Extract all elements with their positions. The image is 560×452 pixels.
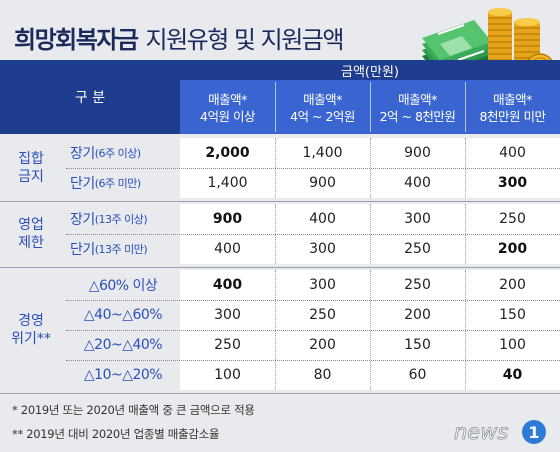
title-regular: 지원유형 및 지원금액 <box>145 26 344 54</box>
value-cell: 400 <box>214 241 241 257</box>
value-cell: 250 <box>214 337 241 353</box>
value-cell: 200 <box>497 241 528 257</box>
value-cell: 250 <box>404 277 431 293</box>
value-cell: 900 <box>404 145 431 161</box>
value-cell: 1,400 <box>302 145 343 161</box>
table-row: △10~△20% 100 80 60 40 <box>0 360 560 390</box>
group-divider <box>0 267 560 268</box>
header-col-2: 매출액* 4억 ~ 2억원 <box>290 92 355 124</box>
table-row: 장기 (13주 이상) 900 400 300 250 <box>0 204 560 234</box>
table-row: △60% 이상 400 300 250 200 <box>0 270 560 300</box>
row-divider <box>66 360 560 361</box>
footnote-2: ** 2019년 대비 2020년 업종별 매출감소율 <box>12 427 220 441</box>
value-cell: 400 <box>499 145 526 161</box>
value-cell: 250 <box>499 211 526 227</box>
row-label: 장기 (6주 이상) <box>70 146 141 162</box>
value-cell: 300 <box>404 211 431 227</box>
row-divider <box>66 168 560 169</box>
value-cell: 400 <box>212 277 243 293</box>
row-divider <box>66 330 560 331</box>
table-row: 단기 (13주 미만) 400 300 250 200 <box>0 234 560 264</box>
header-amount: 금액(만원) <box>341 64 399 80</box>
row-label: 장기 (13주 이상) <box>70 212 148 228</box>
group-label: 경영 위기** <box>11 313 51 347</box>
column-divider <box>370 204 371 264</box>
value-cell: 400 <box>404 175 431 191</box>
header-col-1: 매출액* 4억원 이상 <box>200 92 255 124</box>
page-title: 희망회복자금 지원유형 및 지원금액 <box>14 20 344 60</box>
column-divider <box>465 138 466 198</box>
value-cell: 250 <box>309 307 336 323</box>
table-row: △20~△40% 250 200 150 100 <box>0 330 560 360</box>
table-row: 장기 (6주 이상) 2,000 1,400 900 400 <box>0 138 560 168</box>
table-row: 단기 (6주 미만) 1,400 900 400 300 <box>0 168 560 198</box>
value-cell: 40 <box>502 367 523 383</box>
value-cell: 80 <box>313 367 332 383</box>
row-label: △60% 이상 <box>88 278 158 294</box>
value-cell: 300 <box>214 307 241 323</box>
header-category: 구 분 <box>74 90 106 106</box>
value-cell: 200 <box>404 307 431 323</box>
value-cell: 150 <box>404 337 431 353</box>
row-divider <box>66 234 560 235</box>
group-label: 영업 제한 <box>18 217 44 251</box>
value-cell: 250 <box>404 241 431 257</box>
column-divider <box>275 270 276 390</box>
value-cell: 300 <box>309 241 336 257</box>
group-divider <box>0 201 560 202</box>
row-label: △10~△20% <box>83 367 163 383</box>
news1-logo: news 1 <box>454 420 546 444</box>
column-divider <box>465 204 466 264</box>
value-cell: 100 <box>499 337 526 353</box>
value-cell: 150 <box>499 307 526 323</box>
column-divider <box>275 138 276 198</box>
group-label: 집합 금지 <box>18 151 44 185</box>
value-cell: 1,400 <box>207 175 248 191</box>
column-divider <box>370 138 371 198</box>
row-label: 단기 (13주 미만) <box>70 242 148 258</box>
table-row: △40~△60% 300 250 200 150 <box>0 300 560 330</box>
group-divider <box>0 393 560 394</box>
value-cell: 900 <box>309 175 336 191</box>
row-label: 단기 (6주 미만) <box>70 176 141 192</box>
row-divider <box>66 300 560 301</box>
value-cell: 200 <box>499 277 526 293</box>
column-divider <box>275 204 276 264</box>
row-label: △40~△60% <box>83 307 163 323</box>
column-divider <box>370 270 371 390</box>
title-bold: 희망회복자금 <box>14 26 139 54</box>
value-cell: 2,000 <box>205 145 250 161</box>
value-cell: 60 <box>408 367 427 383</box>
svg-text:1: 1 <box>528 423 539 442</box>
value-cell: 300 <box>309 277 336 293</box>
header-col-4: 매출액* 8천만원 미만 <box>479 92 546 124</box>
value-cell: 100 <box>214 367 241 383</box>
row-label: △20~△40% <box>83 337 163 353</box>
column-divider <box>465 270 466 390</box>
footnote-1: * 2019년 또는 2020년 매출액 중 큰 금액으로 적용 <box>12 403 255 417</box>
value-cell: 200 <box>309 337 336 353</box>
header-col-3: 매출액* 2억 ~ 8천만원 <box>379 92 456 124</box>
svg-text:news: news <box>454 420 508 444</box>
value-cell: 300 <box>497 175 528 191</box>
value-cell: 400 <box>309 211 336 227</box>
value-cell: 900 <box>212 211 243 227</box>
